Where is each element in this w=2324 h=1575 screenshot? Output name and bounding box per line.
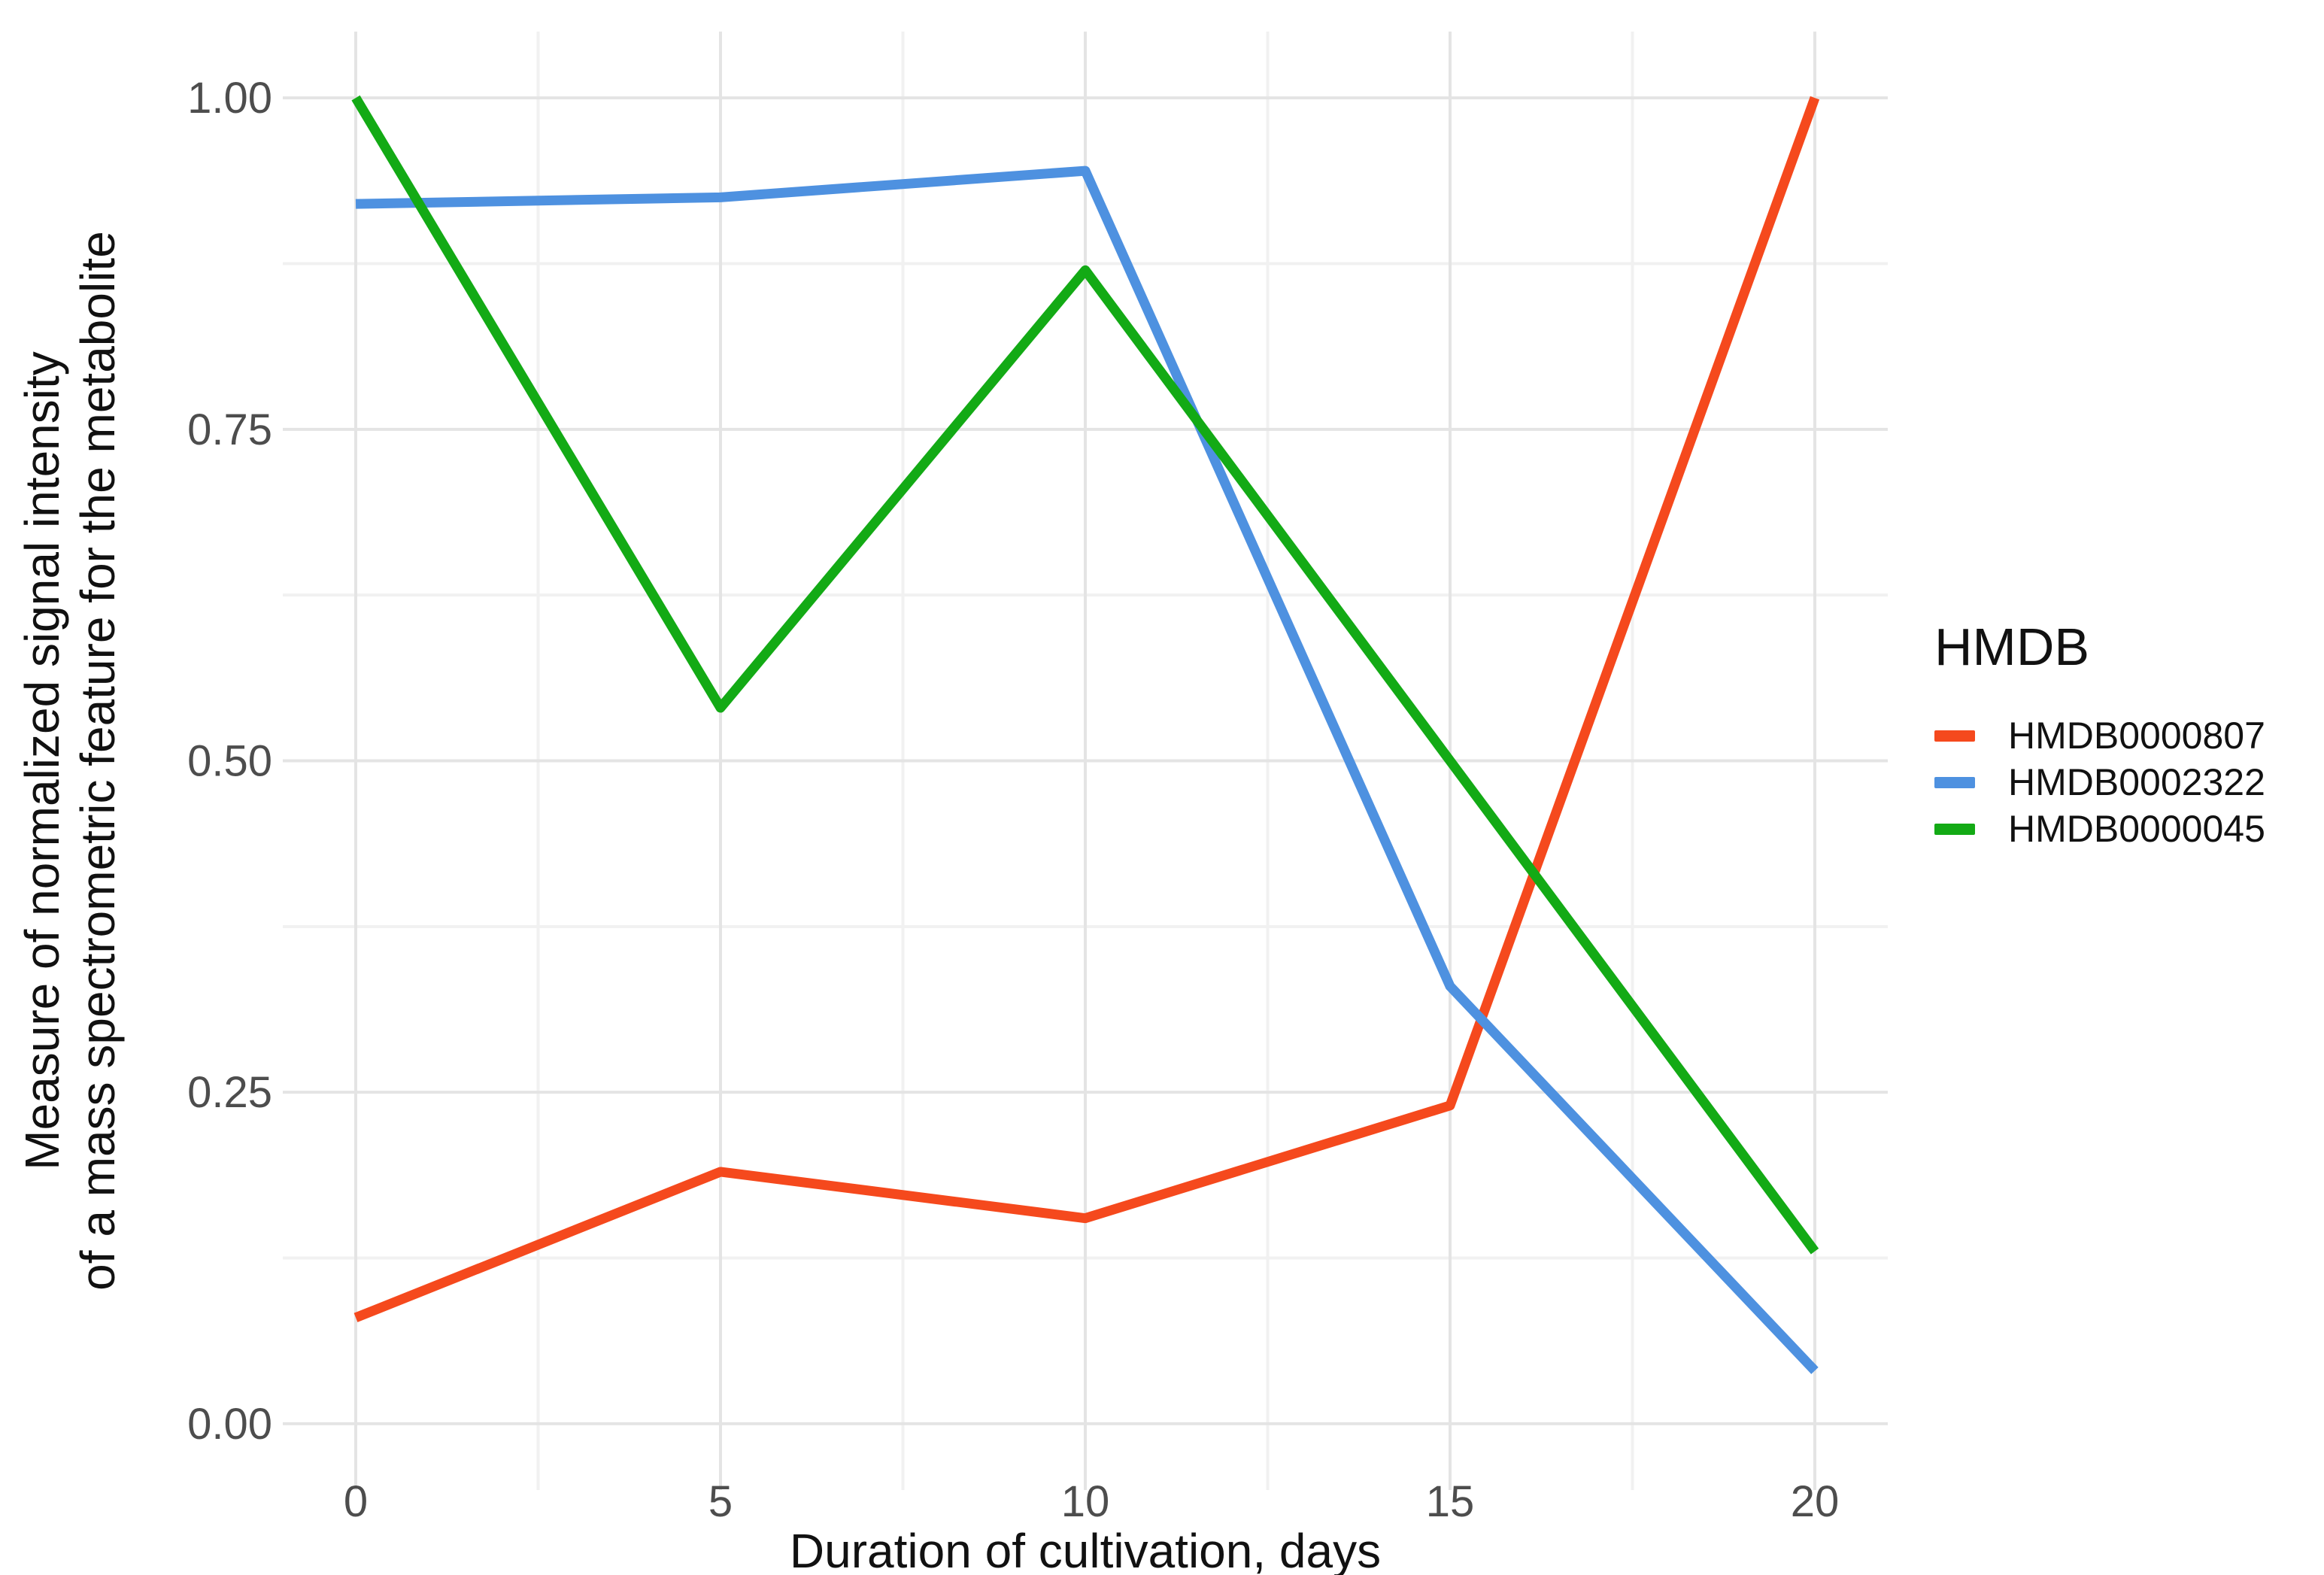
x-tick-label: 15 (1426, 1477, 1475, 1526)
series-line-HMDB0000045 (351, 95, 1819, 1255)
series-lines (351, 95, 1820, 1374)
y-tick-label: 0.25 (187, 1068, 272, 1117)
series-line-HMDB0000807 (353, 96, 1820, 1322)
legend-key-swatch-HMDB0000045 (1934, 823, 1975, 835)
axis-labels: 0 5 10 15 20 0.00 0.25 0.50 0.75 1.00 Duration of … (15, 74, 1839, 1575)
y-tick-label: 0.50 (187, 737, 272, 786)
y-axis-title-line2: of a mass spectrometric feature for the … (71, 231, 125, 1291)
x-tick-label: 5 (708, 1477, 733, 1526)
legend-item-label: HMDB0002322 (2008, 761, 2265, 803)
x-tick-label: 10 (1061, 1477, 1110, 1526)
major-gridlines (283, 32, 1888, 1490)
y-axis-title-line1: Measure of normalized signal intensity (15, 351, 69, 1170)
legend-item: HMDB0002322 (1934, 759, 2265, 806)
y-tick-label: 0.75 (187, 405, 272, 454)
y-tick-label: 1.00 (187, 74, 272, 123)
y-tick-label: 0.00 (187, 1400, 272, 1449)
legend-key-swatch-HMDB0000807 (1934, 730, 1975, 742)
legend-item: HMDB0000807 (1934, 712, 2265, 759)
legend-item-label: HMDB0000807 (2008, 715, 2265, 757)
x-tick-label: 20 (1791, 1477, 1840, 1526)
x-axis-title: Duration of cultivation, days (790, 1524, 1381, 1575)
legend-item-label: HMDB0000045 (2008, 808, 2265, 850)
legend-item: HMDB0000045 (1934, 806, 2265, 852)
legend-key-swatch-HMDB0002322 (1934, 776, 1975, 788)
series-line-HMDB0002322 (355, 165, 1819, 1374)
x-tick-label: 0 (344, 1477, 368, 1526)
legend-title: HMDB (1934, 618, 2090, 676)
legend: HMDB HMDB0000807 HMDB0002322 HMDB0000045 (1934, 618, 2265, 852)
